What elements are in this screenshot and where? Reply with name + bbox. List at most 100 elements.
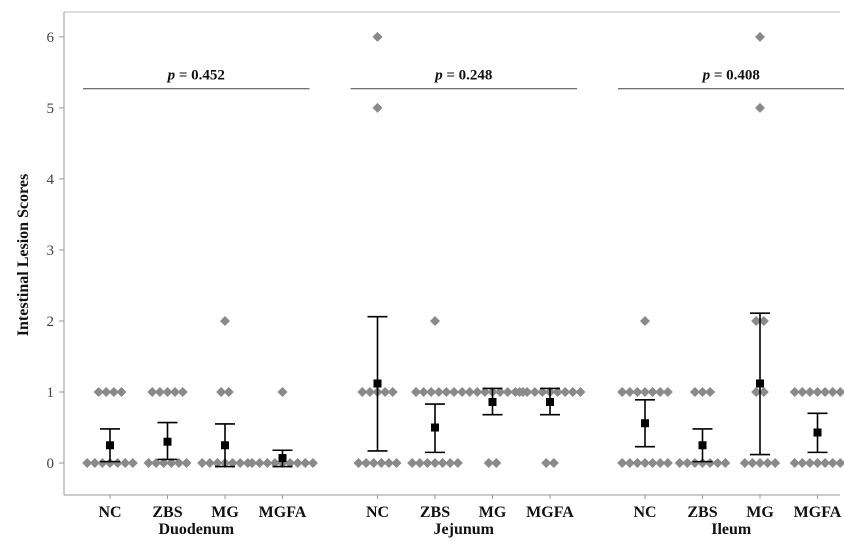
data-point — [387, 387, 398, 398]
y-axis-label: Intestinal Lesion Scores — [15, 174, 32, 336]
data-point — [357, 387, 368, 398]
data-point — [391, 458, 402, 469]
mean-marker — [488, 397, 497, 406]
data-point — [479, 387, 490, 398]
data-point — [747, 458, 758, 469]
y-tick-label: 3 — [47, 243, 55, 259]
mean-marker — [373, 379, 382, 388]
data-point — [262, 458, 273, 469]
data-point — [483, 458, 494, 469]
data-point — [449, 387, 459, 398]
data-point — [151, 458, 162, 469]
data-point — [758, 315, 769, 326]
data-point — [227, 458, 238, 469]
data-point — [835, 387, 844, 398]
category-label: ZBS — [687, 504, 717, 521]
data-point — [216, 387, 227, 398]
data-point — [755, 458, 765, 469]
data-point — [647, 387, 658, 398]
data-point — [254, 458, 265, 469]
data-point — [751, 315, 762, 326]
data-point — [177, 387, 188, 398]
category-label: MG — [211, 504, 239, 521]
y-tick-label: 1 — [47, 385, 55, 401]
category-label: ZBS — [152, 504, 182, 521]
data-point — [689, 458, 700, 469]
data-point — [514, 387, 525, 398]
data-point — [411, 387, 421, 398]
data-point — [751, 387, 762, 398]
data-point — [640, 315, 650, 326]
data-point — [116, 387, 127, 398]
mean-marker — [641, 419, 649, 428]
data-point — [835, 458, 844, 469]
group-label: Ileum — [711, 521, 752, 538]
data-point — [789, 458, 800, 469]
data-point — [755, 31, 765, 42]
data-point — [712, 458, 723, 469]
data-point — [682, 458, 693, 469]
data-point — [437, 458, 448, 469]
data-point — [414, 458, 425, 469]
data-point — [575, 387, 586, 398]
data-point — [457, 387, 468, 398]
data-point — [433, 387, 444, 398]
data-point — [697, 458, 708, 469]
data-point — [368, 458, 379, 469]
data-point — [158, 458, 169, 469]
data-point — [770, 458, 781, 469]
data-point — [170, 387, 181, 398]
data-point — [407, 458, 418, 469]
data-point — [647, 458, 658, 469]
data-point — [502, 387, 513, 398]
data-point — [739, 458, 750, 469]
data-point — [445, 458, 456, 469]
data-point — [247, 458, 258, 469]
data-point — [292, 458, 303, 469]
data-point — [212, 458, 223, 469]
data-point — [452, 458, 463, 469]
data-point — [235, 458, 246, 469]
data-point — [105, 458, 115, 469]
category-label: MGFA — [794, 504, 842, 521]
data-point — [617, 387, 628, 398]
data-point — [827, 387, 838, 398]
data-point — [548, 458, 559, 469]
category-label: NC — [366, 504, 389, 521]
data-point — [804, 458, 815, 469]
data-point — [441, 387, 452, 398]
data-point — [97, 458, 108, 469]
data-point — [491, 458, 502, 469]
data-point — [655, 387, 666, 398]
mean-marker — [546, 397, 554, 406]
mean-marker — [813, 428, 822, 437]
data-point — [422, 458, 433, 469]
data-point — [762, 458, 773, 469]
data-point — [108, 387, 119, 398]
data-point — [797, 387, 808, 398]
mean-marker — [756, 379, 764, 388]
data-point — [285, 458, 296, 469]
data-point — [223, 387, 234, 398]
data-point — [522, 387, 533, 398]
data-point — [624, 387, 635, 398]
data-point — [640, 458, 650, 469]
data-point — [697, 387, 708, 398]
data-point — [89, 458, 100, 469]
data-point — [426, 387, 437, 398]
data-point — [662, 387, 673, 398]
data-point — [120, 458, 131, 469]
data-point — [372, 102, 383, 113]
category-label: MGFA — [526, 504, 574, 521]
y-tick-label: 2 — [47, 314, 55, 330]
category-label: NC — [633, 504, 656, 521]
category-label: MG — [479, 504, 507, 521]
data-point — [361, 458, 372, 469]
data-point — [632, 387, 643, 398]
data-point — [655, 458, 666, 469]
data-point — [820, 387, 831, 398]
category-label: MGFA — [259, 504, 307, 521]
data-point — [758, 387, 769, 398]
data-point — [640, 387, 650, 398]
